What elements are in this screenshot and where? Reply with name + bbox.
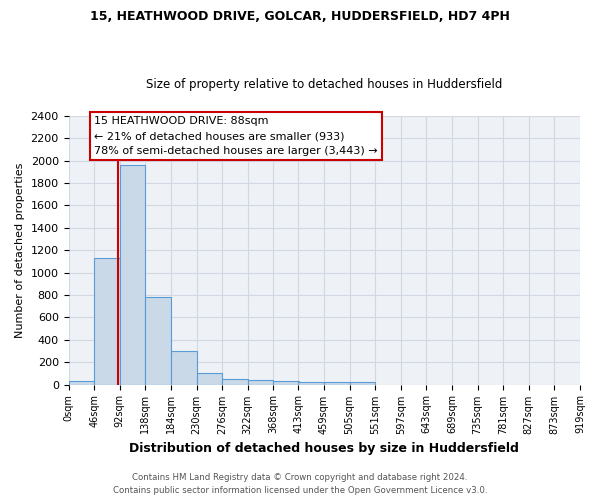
Bar [171,351,197,384]
Bar [197,373,222,384]
Bar [94,258,120,384]
Bar [145,297,171,384]
Y-axis label: Number of detached properties: Number of detached properties [15,162,25,338]
Bar [68,380,94,384]
Bar [120,165,145,384]
Bar [222,379,248,384]
Text: 15 HEATHWOOD DRIVE: 88sqm
← 21% of detached houses are smaller (933)
78% of semi: 15 HEATHWOOD DRIVE: 88sqm ← 21% of detac… [94,116,378,156]
Text: 15, HEATHWOOD DRIVE, GOLCAR, HUDDERSFIELD, HD7 4PH: 15, HEATHWOOD DRIVE, GOLCAR, HUDDERSFIEL… [90,10,510,23]
Bar [298,382,324,384]
Text: Contains HM Land Registry data © Crown copyright and database right 2024.
Contai: Contains HM Land Registry data © Crown c… [113,474,487,495]
Title: Size of property relative to detached houses in Huddersfield: Size of property relative to detached ho… [146,78,502,91]
Bar [324,382,350,384]
Bar [350,382,375,384]
Bar [274,380,299,384]
X-axis label: Distribution of detached houses by size in Huddersfield: Distribution of detached houses by size … [130,442,519,455]
Bar [248,380,274,384]
